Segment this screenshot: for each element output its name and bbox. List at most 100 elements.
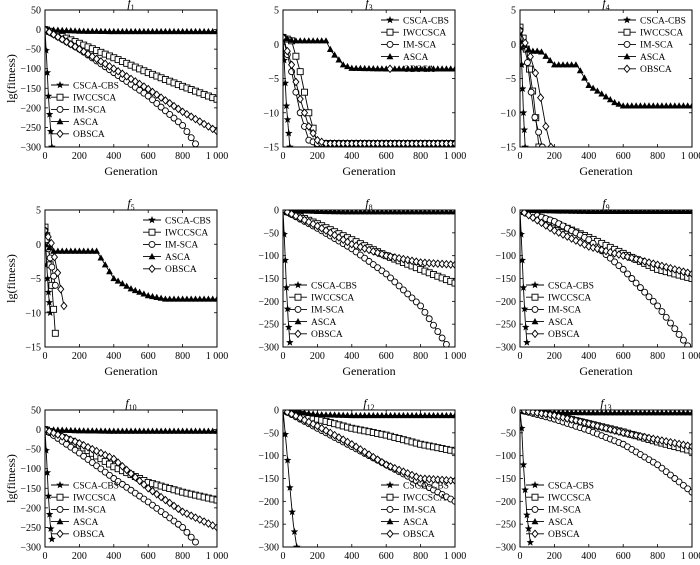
y-tick-label: 0 — [511, 406, 516, 417]
series-asca-point — [594, 87, 601, 94]
series-obsca-point — [619, 251, 627, 260]
series-csca-cbs-point — [283, 256, 290, 264]
x-axis-label: Generation — [342, 364, 395, 378]
series-asca-point — [179, 427, 186, 434]
series-csca-cbs-point — [45, 468, 52, 476]
series-im-sca-point — [611, 258, 619, 266]
series-asca-point — [58, 426, 66, 433]
legend-marker-asca — [56, 518, 64, 525]
series-obsca-point — [547, 142, 555, 147]
series-obsca-point — [187, 511, 195, 520]
series-asca-point — [119, 280, 126, 287]
series-asca-point — [200, 427, 208, 434]
series-obsca-point — [331, 230, 339, 240]
series-asca-point — [63, 426, 70, 433]
series-asca-point — [205, 295, 212, 302]
panel-title: f5 — [127, 196, 134, 212]
series-asca-point — [162, 27, 169, 35]
y-tick-label: −50 — [500, 228, 516, 239]
series-csca-cbs-point — [290, 527, 299, 536]
series-obsca-point — [305, 122, 313, 131]
series-asca-point — [546, 56, 554, 64]
series-iwccsca-point — [296, 68, 304, 76]
series-asca-point — [654, 102, 661, 109]
series-obsca-point — [399, 254, 407, 264]
series-obsca-point — [611, 426, 619, 435]
series-obsca-point — [684, 441, 692, 450]
series-im-sca-point — [395, 282, 403, 290]
series-im-sca-line — [520, 410, 692, 493]
panel-title: f4 — [602, 0, 609, 12]
series-asca-point — [404, 411, 412, 419]
x-tick-label: 800 — [413, 351, 428, 362]
series-im-sca-point — [538, 143, 546, 147]
series-obsca-point — [395, 253, 403, 263]
series-asca-point — [296, 410, 304, 415]
series-im-sca-point — [641, 288, 649, 296]
series-asca-point — [434, 411, 442, 419]
series-asca-point — [54, 426, 62, 433]
series-asca-point — [149, 427, 156, 434]
series-asca-point — [404, 65, 412, 72]
series-asca-point — [447, 65, 455, 72]
series-asca-point — [166, 27, 174, 35]
series-asca-point — [662, 102, 670, 109]
x-tick-label: 800 — [175, 151, 190, 162]
series-asca-point — [301, 37, 308, 44]
series-asca-point — [54, 26, 62, 33]
series-obsca-point — [191, 513, 200, 522]
series-obsca-point — [71, 437, 79, 446]
series-obsca-point — [114, 66, 122, 76]
series-obsca-point — [140, 82, 148, 91]
series-asca-point — [63, 247, 70, 254]
y-tick-label: −150 — [495, 274, 516, 285]
x-tick-label: 400 — [581, 551, 596, 562]
series-asca-point — [200, 27, 208, 35]
legend-marker-csca-cbs — [294, 281, 302, 289]
plot-frame — [44, 209, 218, 348]
series-csca-cbs-point — [283, 430, 290, 438]
legend-marker-im-sca — [294, 305, 302, 313]
series-asca-point — [538, 48, 545, 55]
series-im-sca-point — [412, 298, 420, 306]
series-asca-point — [649, 102, 657, 109]
x-tick-label: 400 — [581, 351, 596, 362]
series-csca-cbs-point — [45, 492, 53, 500]
series-asca-point — [76, 427, 83, 434]
series-asca-point — [391, 411, 399, 419]
y-tick-label: −150 — [258, 274, 279, 285]
legend-label-asca: ASCA — [548, 518, 573, 528]
series-asca-point — [45, 244, 53, 251]
series-asca-point — [183, 27, 191, 35]
x-axis-label: Generation — [104, 364, 157, 378]
y-tick-label: −50 — [263, 428, 279, 439]
series-asca-point — [369, 411, 377, 419]
series-csca-cbs-point — [45, 298, 54, 306]
series-csca-cbs-point — [45, 274, 52, 282]
series-obsca-point — [131, 472, 139, 482]
series-asca-point — [127, 427, 135, 434]
legend-marker-iwccsca — [386, 493, 394, 501]
series-im-sca-point — [430, 321, 437, 329]
series-im-sca-point — [149, 96, 156, 104]
y-tick-label: −250 — [20, 523, 41, 534]
series-asca-point — [365, 411, 373, 419]
series-obsca-point — [671, 438, 679, 448]
series-asca-point — [205, 427, 212, 434]
series-csca-cbs-point — [523, 511, 531, 519]
series-asca-point — [196, 427, 204, 434]
legend-label-csca-cbs: CSCA-CBS — [548, 481, 594, 491]
y-tick-label: −200 — [20, 103, 41, 114]
plot-frame — [282, 9, 456, 148]
series-asca-point — [88, 247, 96, 254]
x-tick-label: 600 — [141, 351, 156, 362]
series-obsca-point — [671, 265, 679, 274]
series-obsca-point — [288, 60, 296, 70]
legend-marker-csca-cbs — [56, 81, 64, 89]
series-csca-cbs-point — [45, 510, 54, 518]
series-im-sca-point — [170, 114, 178, 122]
series-asca-point — [365, 64, 373, 72]
x-tick-label: 800 — [650, 351, 665, 362]
series-im-sca-point — [679, 336, 687, 344]
series-asca-point — [80, 247, 88, 254]
